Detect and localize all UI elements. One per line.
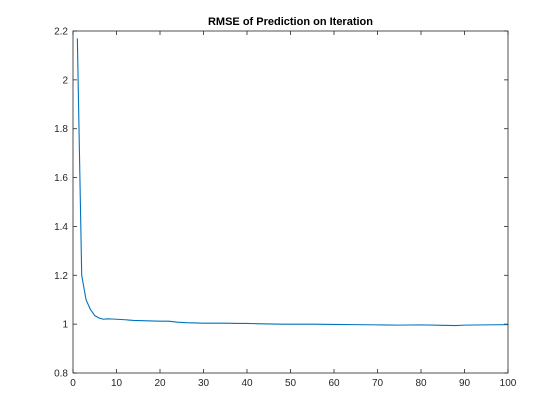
y-tick-label: 1.2 [54,271,68,282]
y-tick-label: 2.2 [54,27,68,38]
y-tick-label: 1 [62,320,68,331]
series-layer [76,38,509,327]
y-tick-label: 1.8 [54,124,68,135]
x-tick-label: 20 [154,378,166,389]
y-tick-label: 0.8 [54,369,68,380]
x-tick-label: 60 [328,378,340,389]
chart-title: RMSE of Prediction on Iteration [208,16,373,28]
x-tick-label: 40 [241,378,253,389]
rmse-series-line [76,38,509,327]
x-tick-label: 100 [500,378,517,389]
x-tick-label: 50 [285,378,297,389]
x-tick-label: 10 [111,378,123,389]
x-tick-label: 90 [459,378,471,389]
x-tick-label: 70 [372,378,384,389]
y-tick-label: 1.6 [54,173,68,184]
plot-border [72,30,509,374]
y-tick-label: 2 [62,75,68,86]
x-tick-label: 30 [198,378,210,389]
x-tick-label: 80 [415,378,427,389]
y-tick-label: 1.4 [54,222,68,233]
axis-ticks: 0 10 20 30 40 50 60 70 80 90 100 0.8 1 1.2 1.4 1.6 1.8 2 2… [54,27,517,390]
plot-area [73,31,508,373]
x-tick-label: 0 [70,378,76,389]
